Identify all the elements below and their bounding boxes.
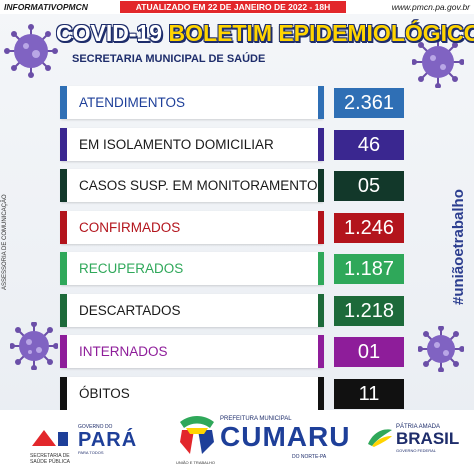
brasil-patria-label: PÁTRIA AMADA: [396, 424, 441, 430]
cumaru-name: CUMARU: [220, 421, 351, 452]
title-covid: COVID-19: [56, 20, 163, 46]
top-strip: INFORMATIVOPMCN ATUALIZADO EM 22 DE JANE…: [0, 0, 474, 14]
stat-value: 01: [334, 337, 404, 367]
stat-row: ATENDIMENTOS 2.361: [60, 86, 410, 119]
stat-label-box: INTERNADOS: [60, 335, 322, 368]
stat-label-box: DESCARTADOS: [60, 293, 322, 327]
para-tagline: PARA TODOS: [78, 450, 104, 455]
stat-separator: [318, 335, 324, 368]
stat-label-box: EM ISOLAMENTO DOMICILIAR: [60, 127, 322, 161]
page-title: COVID-19 BOLETIM EPIDEMIOLÓGICO: [56, 20, 474, 52]
side-hashtag: #uniãoetrabalho: [450, 189, 467, 305]
stat-label: INTERNADOS: [79, 344, 168, 359]
stat-value: 1.218: [334, 295, 404, 326]
stat-row: DESCARTADOS 1.218: [60, 293, 410, 327]
side-credit: ASSESSORIA DE COMUNICAÇÃO: [2, 194, 8, 290]
stat-value: 1.187: [334, 254, 404, 284]
brasil-logo: PÁTRIA AMADA BRASIL GOVERNO FEDERAL: [366, 424, 459, 453]
stat-value: 2.361: [334, 88, 404, 118]
stat-row: CONFIRMADOS 1.246: [60, 210, 410, 244]
brasil-name: BRASIL: [396, 429, 460, 448]
stat-label-box: CASOS SUSP. EM MONITORAMENTO: [60, 169, 322, 202]
sespa-logo: SECRETARIA DE SAÚDE PÚBLICA: [30, 428, 74, 465]
sespa-label: SECRETARIA DE SAÚDE PÚBLICA: [30, 453, 71, 465]
stat-label: CONFIRMADOS: [79, 219, 181, 235]
para-gov-label: GOVERNO DO: [78, 424, 113, 430]
stat-label-box: ÓBITOS: [60, 376, 322, 410]
footer-logos: SECRETARIA DE SAÚDE PÚBLICA GOVERNO DO P…: [0, 410, 474, 474]
informativo-tag: INFORMATIVOPMCN: [4, 2, 88, 12]
virus-icon-right: [418, 326, 464, 372]
stat-value: 46: [334, 129, 404, 160]
stat-separator: [318, 252, 324, 285]
stat-row: INTERNADOS 01: [60, 335, 410, 368]
stat-separator: [318, 293, 324, 327]
stat-separator: [318, 169, 324, 202]
stat-row: EM ISOLAMENTO DOMICILIAR 46: [60, 127, 410, 161]
stat-label: ÓBITOS: [79, 385, 130, 401]
stat-label-box: CONFIRMADOS: [60, 210, 322, 244]
stat-separator: [318, 127, 324, 161]
para-logo: GOVERNO DO PARÁ PARA TODOS: [78, 424, 137, 455]
stat-label: DESCARTADOS: [79, 302, 181, 318]
title-boletim: BOLETIM EPIDEMIOLÓGICO: [168, 20, 474, 46]
stat-value: 1.246: [334, 212, 404, 243]
cumaru-emblem-icon: [180, 416, 214, 454]
virus-icon-left: [10, 322, 58, 370]
stat-row: RECUPERADOS 1.187: [60, 252, 410, 285]
stat-separator: [318, 376, 324, 410]
stat-row: ÓBITOS 11: [60, 376, 410, 410]
cumaru-slogan: UNIÃO E TRABALHO: [176, 460, 216, 465]
stat-value: 05: [334, 171, 404, 201]
stat-value: 11: [334, 378, 404, 409]
page-subtitle: SECRETARIA MUNICIPAL DE SAÚDE: [72, 53, 266, 65]
brasil-gov-label: GOVERNO FEDERAL: [396, 448, 437, 453]
cumaru-logo: PREFEITURA MUNICIPAL CUMARU DO NORTE-PA …: [176, 414, 349, 465]
sespa-emblem-icon: [32, 430, 68, 446]
stat-label-box: ATENDIMENTOS: [60, 86, 322, 119]
stat-row: CASOS SUSP. EM MONITORAMENTO 05: [60, 169, 410, 202]
brasil-flag-icon: [368, 429, 392, 447]
cumaru-state-label: DO NORTE-PA: [292, 454, 327, 460]
stat-label-box: RECUPERADOS: [60, 252, 322, 285]
stat-separator: [318, 86, 324, 119]
stat-label: ATENDIMENTOS: [79, 95, 186, 110]
stat-label: RECUPERADOS: [79, 261, 184, 276]
update-banner: ATUALIZADO EM 22 DE JANEIRO DE 2022 - 18…: [120, 1, 346, 13]
stat-label: CASOS SUSP. EM MONITORAMENTO: [79, 178, 318, 193]
para-name: PARÁ: [78, 429, 138, 451]
cumaru-prefeitura-label: PREFEITURA MUNICIPAL: [220, 416, 292, 422]
website-link: www.pmcn.pa.gov.br: [391, 2, 470, 12]
virus-icon-top-right: [412, 36, 464, 88]
virus-icon-top-left: [4, 24, 58, 78]
stat-separator: [318, 210, 324, 244]
stat-label: EM ISOLAMENTO DOMICILIAR: [79, 136, 274, 152]
